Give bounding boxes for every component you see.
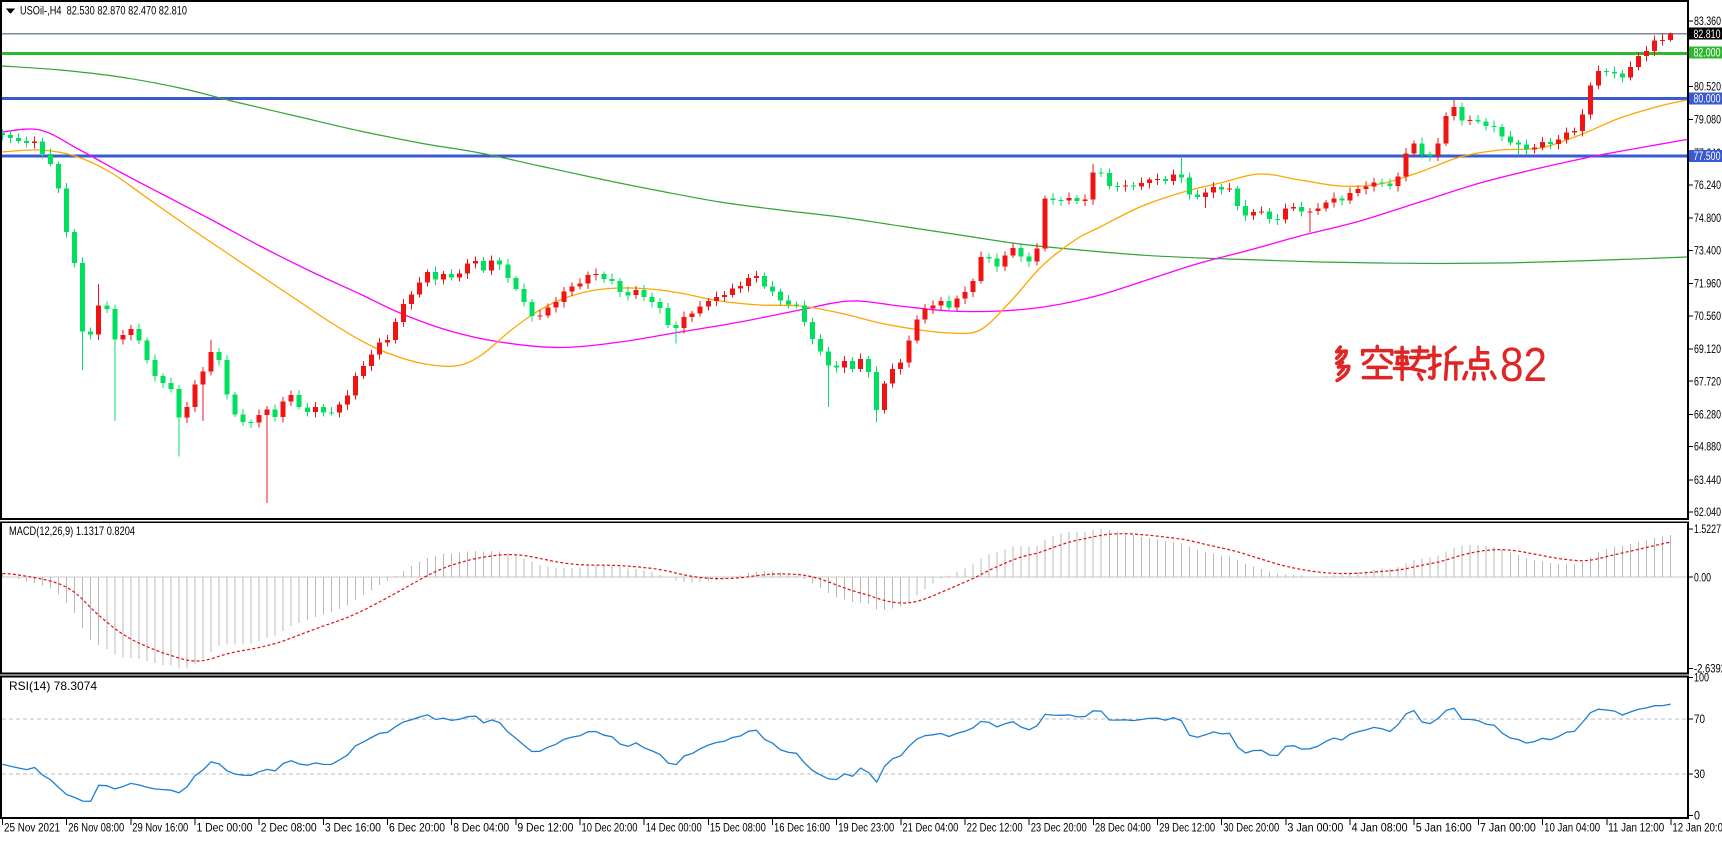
svg-text:22 Dec 12:00: 22 Dec 12:00 xyxy=(967,823,1023,835)
svg-text:76.240: 76.240 xyxy=(1694,180,1721,192)
svg-text:5 Jan 16:00: 5 Jan 16:00 xyxy=(1416,823,1472,835)
svg-text:3 Dec 16:00: 3 Dec 16:00 xyxy=(325,823,381,835)
svg-text:74.800: 74.800 xyxy=(1694,213,1721,225)
svg-text:82: 82 xyxy=(1500,339,1547,392)
svg-text:26 Nov 08:00: 26 Nov 08:00 xyxy=(68,823,124,835)
svg-text:23 Dec 20:00: 23 Dec 20:00 xyxy=(1031,823,1087,835)
svg-text:25 Nov 2021: 25 Nov 2021 xyxy=(4,823,60,835)
svg-text:66.280: 66.280 xyxy=(1694,410,1721,422)
svg-text:80.520: 80.520 xyxy=(1694,82,1721,94)
svg-text:RSI(14) 78.3074: RSI(14) 78.3074 xyxy=(9,679,97,693)
svg-text:14 Dec 00:00: 14 Dec 00:00 xyxy=(646,823,702,835)
svg-text:73.400: 73.400 xyxy=(1694,246,1721,258)
svg-text:100: 100 xyxy=(1694,673,1709,685)
svg-text:82.000: 82.000 xyxy=(1694,47,1721,59)
svg-text:29 Dec 12:00: 29 Dec 12:00 xyxy=(1159,823,1215,835)
svg-text:77.500: 77.500 xyxy=(1694,151,1721,163)
svg-text:16 Dec 16:00: 16 Dec 16:00 xyxy=(774,823,830,835)
svg-text:1.5227: 1.5227 xyxy=(1694,524,1721,536)
svg-text:9 Dec 12:00: 9 Dec 12:00 xyxy=(517,823,573,835)
svg-text:11 Jan 12:00: 11 Jan 12:00 xyxy=(1608,823,1664,835)
svg-text:10 Dec 20:00: 10 Dec 20:00 xyxy=(582,823,638,835)
svg-text:28 Dec 04:00: 28 Dec 04:00 xyxy=(1095,823,1151,835)
svg-text:69.120: 69.120 xyxy=(1694,344,1721,356)
svg-text:19 Dec 23:00: 19 Dec 23:00 xyxy=(838,823,894,835)
svg-text:6 Dec 20:00: 6 Dec 20:00 xyxy=(389,823,445,835)
svg-text:10 Jan 04:00: 10 Jan 04:00 xyxy=(1544,823,1600,835)
svg-text:3 Jan 00:00: 3 Jan 00:00 xyxy=(1287,823,1343,835)
svg-text:79.080: 79.080 xyxy=(1694,115,1721,127)
svg-text:-2.6392: -2.6392 xyxy=(1694,664,1722,676)
svg-text:63.440: 63.440 xyxy=(1694,475,1721,487)
svg-text:USOil-,H4 82.530 82.870 82.47: USOil-,H4 82.530 82.870 82.470 82.810 xyxy=(20,4,187,18)
svg-text:29 Nov 16:00: 29 Nov 16:00 xyxy=(132,823,188,835)
svg-text:70.560: 70.560 xyxy=(1694,311,1721,323)
svg-text:82.810: 82.810 xyxy=(1694,29,1721,41)
svg-text:8 Dec 04:00: 8 Dec 04:00 xyxy=(453,823,509,835)
svg-text:4 Jan 08:00: 4 Jan 08:00 xyxy=(1352,823,1408,835)
svg-text:83.360: 83.360 xyxy=(1694,16,1721,28)
svg-text:30 Dec 20:00: 30 Dec 20:00 xyxy=(1223,823,1279,835)
svg-text:64.880: 64.880 xyxy=(1694,442,1721,454)
svg-text:62.040: 62.040 xyxy=(1694,507,1721,519)
svg-text:21 Dec 04:00: 21 Dec 04:00 xyxy=(902,823,958,835)
svg-text:7 Jan 00:00: 7 Jan 00:00 xyxy=(1480,823,1536,835)
svg-text:30: 30 xyxy=(1694,769,1705,781)
svg-text:80.000: 80.000 xyxy=(1694,94,1721,106)
svg-text:1 Dec 00:00: 1 Dec 00:00 xyxy=(197,823,253,835)
svg-text:67.720: 67.720 xyxy=(1694,376,1721,388)
svg-text:15 Dec 08:00: 15 Dec 08:00 xyxy=(710,823,766,835)
svg-text:12 Jan 20:00: 12 Jan 20:00 xyxy=(1672,823,1722,835)
svg-text:70: 70 xyxy=(1694,714,1705,726)
svg-text:71.960: 71.960 xyxy=(1694,279,1721,291)
svg-text:MACD(12,26,9) 1.1317 0.8204: MACD(12,26,9) 1.1317 0.8204 xyxy=(9,524,135,538)
svg-text:0.00: 0.00 xyxy=(1694,572,1711,584)
svg-text:2 Dec 08:00: 2 Dec 08:00 xyxy=(261,823,317,835)
svg-text:0: 0 xyxy=(1694,811,1700,823)
